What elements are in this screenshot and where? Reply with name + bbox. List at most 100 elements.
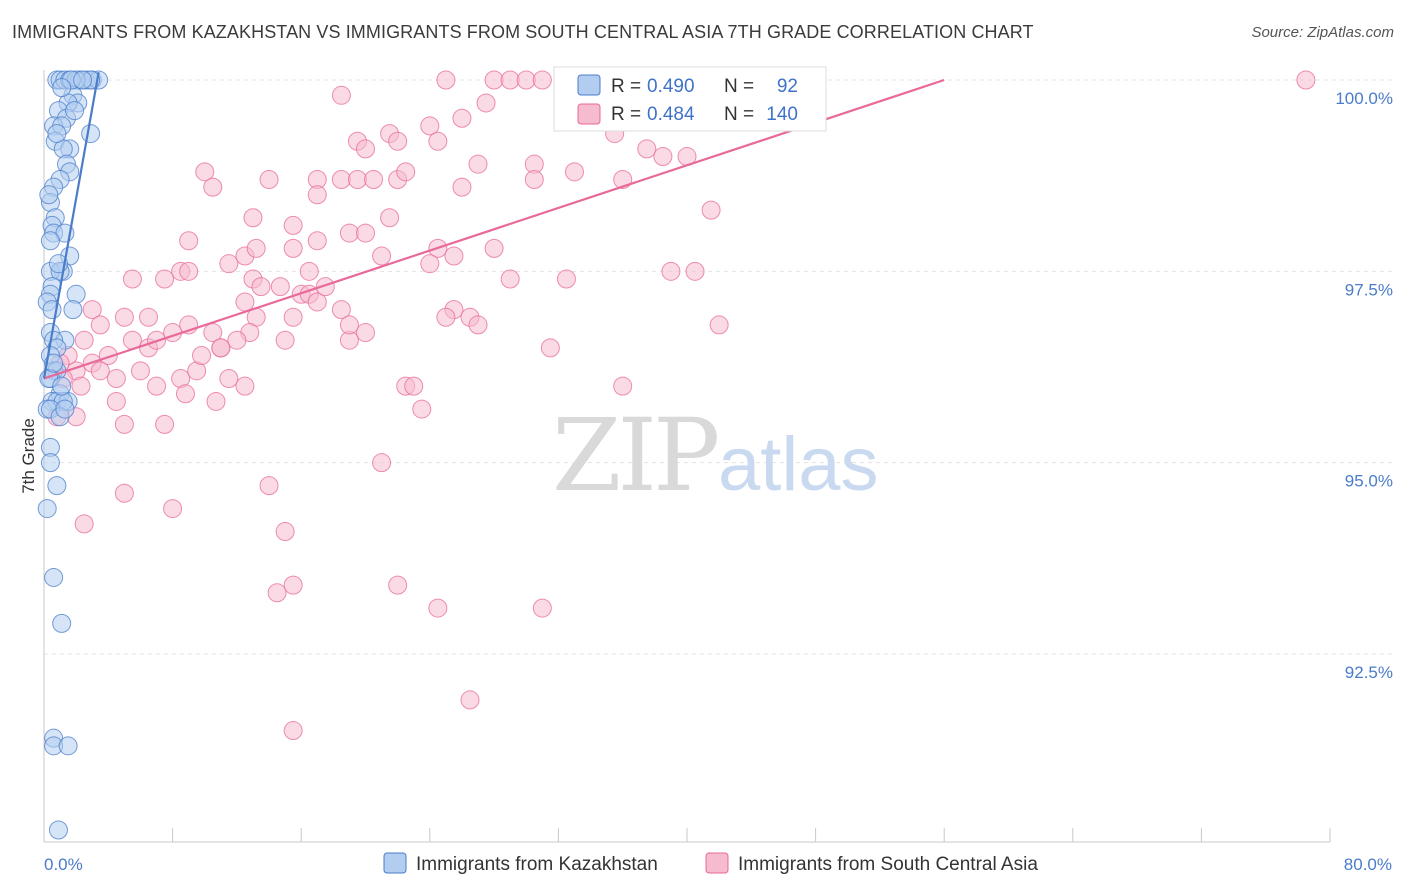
south-central-asia-point-101 [164,500,182,518]
south-central-asia-point-32 [453,178,471,196]
south-central-asia-point-7 [1297,71,1315,89]
kazakhstan-point-59 [41,454,59,472]
y-tick-labels: 100.0%97.5%95.0%92.5% [1335,89,1393,682]
south-central-asia-point-135 [193,347,211,365]
south-central-asia-point-82 [107,369,125,387]
legend-label-south-central-asia: Immigrants from South Central Asia [738,854,1038,875]
series-kazakhstan-points [38,71,107,839]
stats-legend-swatch-kazakhstan [578,75,600,95]
south-central-asia-point-97 [405,377,423,395]
south-central-asia-point-18 [357,140,375,158]
south-central-asia-point-44 [445,247,463,265]
legend-label-kazakhstan: Immigrants from Kazakhstan [416,854,658,875]
south-central-asia-point-42 [284,239,302,257]
south-central-asia-point-111 [115,415,133,433]
south-central-asia-point-81 [72,377,90,395]
kazakhstan-point-60 [48,477,66,495]
south-central-asia-point-10 [453,109,471,127]
south-central-asia-point-107 [429,599,447,617]
south-central-asia-point-49 [123,270,141,288]
south-central-asia-point-48 [180,262,198,280]
stats-legend: R = 0.490 N = 92 R = 0.484 N = 140 [554,67,826,131]
kazakhstan-point-71 [48,125,66,143]
south-central-asia-point-86 [220,369,238,387]
south-central-asia-point-57 [662,262,680,280]
south-central-asia-point-128 [397,163,415,181]
south-central-asia-point-17 [638,140,656,158]
kazakhstan-point-62 [45,568,63,586]
south-central-asia-point-36 [284,216,302,234]
kazakhstan-point-17 [82,125,100,143]
x-tick-label-max: 80.0% [1344,855,1392,874]
south-central-asia-point-134 [300,262,318,280]
south-central-asia-point-31 [204,178,222,196]
south-central-asia-point-123 [107,392,125,410]
stats-legend-swatch-south-central-asia [578,104,600,124]
south-central-asia-point-131 [357,224,375,242]
legend-swatch-kazakhstan [384,853,406,873]
kazakhstan-point-72 [66,102,84,120]
south-central-asia-point-103 [276,523,294,541]
south-central-asia-point-72 [139,308,157,326]
legend-swatch-south-central-asia [706,853,728,873]
south-central-asia-point-88 [176,385,194,403]
south-central-asia-point-112 [156,415,174,433]
south-central-asia-point-108 [533,599,551,617]
south-central-asia-point-39 [308,232,326,250]
watermark-zip: ZIP [552,397,717,514]
south-central-asia-point-35 [244,209,262,227]
south-central-asia-point-119 [91,362,109,380]
south-central-asia-point-89 [207,392,225,410]
x-tick-label-min: 0.0% [44,855,83,874]
south-central-asia-point-133 [247,239,265,257]
south-central-asia-point-4 [533,71,551,89]
south-central-asia-point-100 [115,484,133,502]
gridlines [44,80,1392,654]
south-central-asia-point-118 [413,400,431,418]
south-central-asia-point-37 [381,209,399,227]
south-central-asia-point-121 [75,331,93,349]
stats-r-label-1: R = [611,76,641,97]
south-central-asia-point-70 [91,316,109,334]
kazakhstan-point-66 [59,737,77,755]
south-central-asia-point-0 [437,71,455,89]
south-central-asia-point-94 [469,316,487,334]
south-central-asia-point-130 [469,155,487,173]
south-central-asia-point-102 [75,515,93,533]
kazakhstan-point-37 [67,285,85,303]
south-central-asia-point-3 [517,71,535,89]
stats-n-value-2: 140 [766,104,798,125]
series-legend: Immigrants from Kazakhstan Immigrants fr… [384,853,1038,875]
south-central-asia-point-129 [525,170,543,188]
y-tick-label-2: 95.0% [1345,472,1393,491]
south-central-asia-point-115 [614,377,632,395]
south-central-asia-point-16 [429,132,447,150]
south-central-asia-point-50 [156,270,174,288]
south-central-asia-point-46 [220,255,238,273]
south-central-asia-point-87 [236,377,254,395]
south-central-asia-point-22 [565,163,583,181]
x-ticks [173,828,1330,842]
south-central-asia-point-38 [340,224,358,242]
south-central-asia-point-52 [252,278,270,296]
kazakhstan-point-77 [53,377,71,395]
stats-n-label-1: N = [724,76,754,97]
stats-r-value-2: 0.484 [647,104,695,125]
south-central-asia-point-113 [437,308,455,326]
south-central-asia-point-62 [276,331,294,349]
kazakhstan-point-73 [40,186,58,204]
scatter-chart: 100.0%97.5%95.0%92.5% ZIP atlas 7th Grad… [0,0,1406,892]
south-central-asia-point-104 [268,584,286,602]
south-central-asia-point-124 [212,339,230,357]
south-central-asia-point-63 [284,308,302,326]
south-central-asia-point-105 [284,576,302,594]
south-central-asia-point-132 [421,255,439,273]
south-central-asia-point-34 [702,201,720,219]
south-central-asia-point-14 [389,132,407,150]
y-axis-label: 7th Grade [19,418,38,494]
kazakhstan-point-61 [38,500,56,518]
y-tick-label-0: 100.0% [1335,89,1393,108]
south-central-asia-point-116 [710,316,728,334]
kazakhstan-point-63 [53,614,71,632]
south-central-asia-point-138 [340,316,358,334]
